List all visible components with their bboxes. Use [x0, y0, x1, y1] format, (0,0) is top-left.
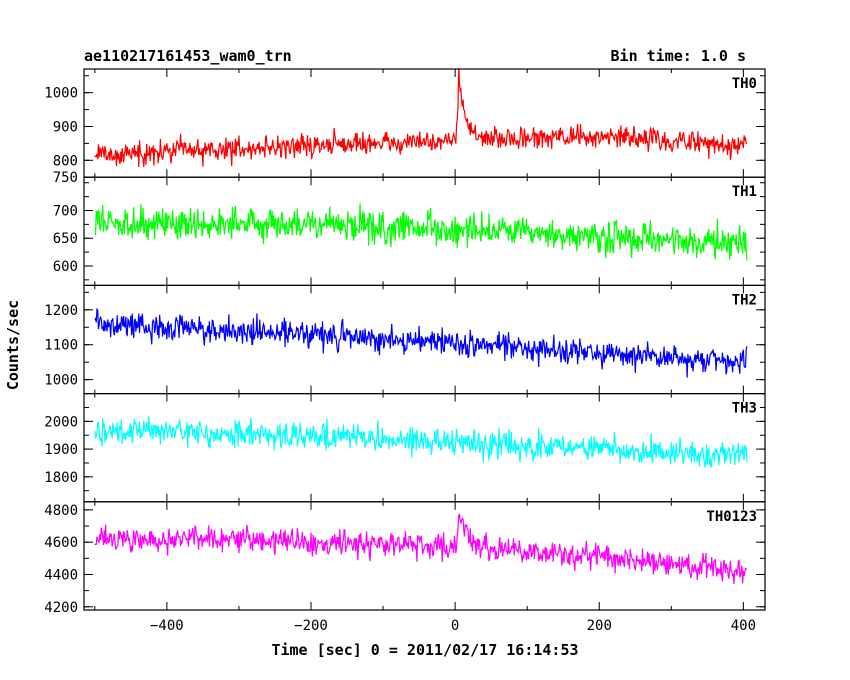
y-tick-label: 1900	[44, 442, 78, 458]
y-tick-label: 1000	[44, 86, 78, 102]
y-tick-label: 650	[53, 231, 78, 247]
y-tick-label: 4200	[44, 600, 78, 616]
panel-name-th0123: TH0123	[706, 509, 757, 525]
y-tick-label: 700	[53, 203, 78, 219]
panel-name-th0: TH0	[732, 76, 757, 92]
y-tick-label: 4400	[44, 567, 78, 583]
panel-th2: 1000 1100 1200 TH2	[44, 284, 766, 395]
panels-group: 800 900 1000 750 TH0 600 650 700 TH1 1000 1100 1200…	[44, 68, 766, 634]
y-tick-label: 750	[53, 170, 78, 186]
y-tick-label: 4800	[44, 503, 78, 519]
series-line-th3	[94, 416, 748, 468]
panel-frame	[83, 393, 766, 503]
y-tick-label: 1200	[44, 303, 78, 319]
x-tick-label: −400	[150, 618, 184, 634]
series-line-th2	[94, 308, 748, 378]
series-line-th1	[94, 203, 748, 261]
x-axis-label: Time [sec] 0 = 2011/02/17 16:14:53	[271, 641, 578, 659]
y-tick-label: 900	[53, 119, 78, 135]
x-tick-label: 0	[451, 618, 459, 634]
y-tick-label: 1000	[44, 373, 78, 389]
y-tick-label: 1800	[44, 470, 78, 486]
y-tick-label: 2000	[44, 414, 78, 430]
plot-title: ae110217161453_wam0_trn	[84, 47, 292, 65]
x-tick-label: 400	[731, 618, 756, 634]
y-axis-label: Counts/sec	[4, 300, 22, 390]
series-line-th0123	[94, 513, 748, 585]
panel-name-th3: TH3	[732, 401, 757, 417]
y-tick-label: 1100	[44, 338, 78, 354]
y-tick-label: 4600	[44, 535, 78, 551]
panel-name-th2: TH2	[732, 292, 757, 308]
y-tick-label: 600	[53, 259, 78, 275]
panel-frame	[83, 68, 766, 178]
bin-time-label: Bin time: 1.0 s	[611, 47, 746, 65]
panel-th3: 1800 1900 2000 TH3	[44, 393, 766, 503]
panel-name-th1: TH1	[732, 184, 757, 200]
panel-th0: 800 900 1000 750 TH0	[44, 68, 766, 186]
panel-frame	[83, 501, 766, 611]
x-tick-label: 200	[587, 618, 612, 634]
panel-th1: 600 650 700 TH1	[53, 176, 766, 286]
panel-th0123: 4200 4400 4600 4800 TH0123	[44, 501, 766, 616]
y-tick-label: 800	[53, 153, 78, 169]
series-line-th0	[94, 69, 747, 168]
panel-frame	[83, 284, 766, 395]
x-tick-label: −200	[294, 618, 328, 634]
